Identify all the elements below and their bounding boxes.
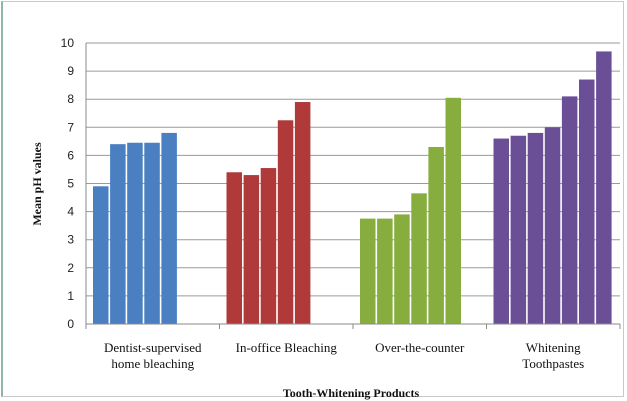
bar [428,146,444,324]
bar [161,132,177,324]
bar [493,138,509,324]
category-label: Dentist-supervised [104,340,202,355]
bar [127,142,143,324]
y-tick-label: 3 [67,233,74,247]
bar [561,96,578,324]
y-tick-label: 2 [67,261,74,275]
bar [579,79,595,324]
y-tick-label: 6 [67,148,74,162]
y-tick-label: 5 [67,177,74,191]
x-axis-title: Tooth-Whitening Products [283,386,420,400]
bar [144,142,160,324]
bar [411,193,427,324]
bar [277,120,294,325]
bar [360,218,376,324]
bar [445,97,461,324]
y-tick-label: 9 [67,64,74,78]
category-label: home bleaching [111,356,194,371]
bar [394,214,410,324]
category-label: Toothpastes [522,356,584,371]
y-tick-label: 7 [67,120,74,134]
bar [377,218,393,324]
bar [510,135,527,324]
category-label: In-office Bleaching [236,340,338,355]
bar [544,127,561,324]
bar [260,168,277,324]
category-label: Over-the-counter [375,340,465,355]
bar [243,175,260,324]
y-tick-labels: 0 1 2 3 4 5 6 7 8 9 10 [61,36,75,331]
y-tick-label: 4 [67,205,74,219]
bar [527,132,544,324]
bar [226,172,242,324]
bar [93,186,109,324]
bar [294,102,311,324]
y-axis-title: Mean pH values [30,142,44,226]
y-tick-label: 0 [67,317,74,331]
y-tick-label: 8 [67,92,74,106]
category-label: Whitening [526,340,581,355]
y-tick-label: 1 [67,289,74,303]
y-tick-label: 10 [61,36,75,50]
bar [596,51,612,325]
bar [110,144,126,324]
bars [93,51,612,325]
